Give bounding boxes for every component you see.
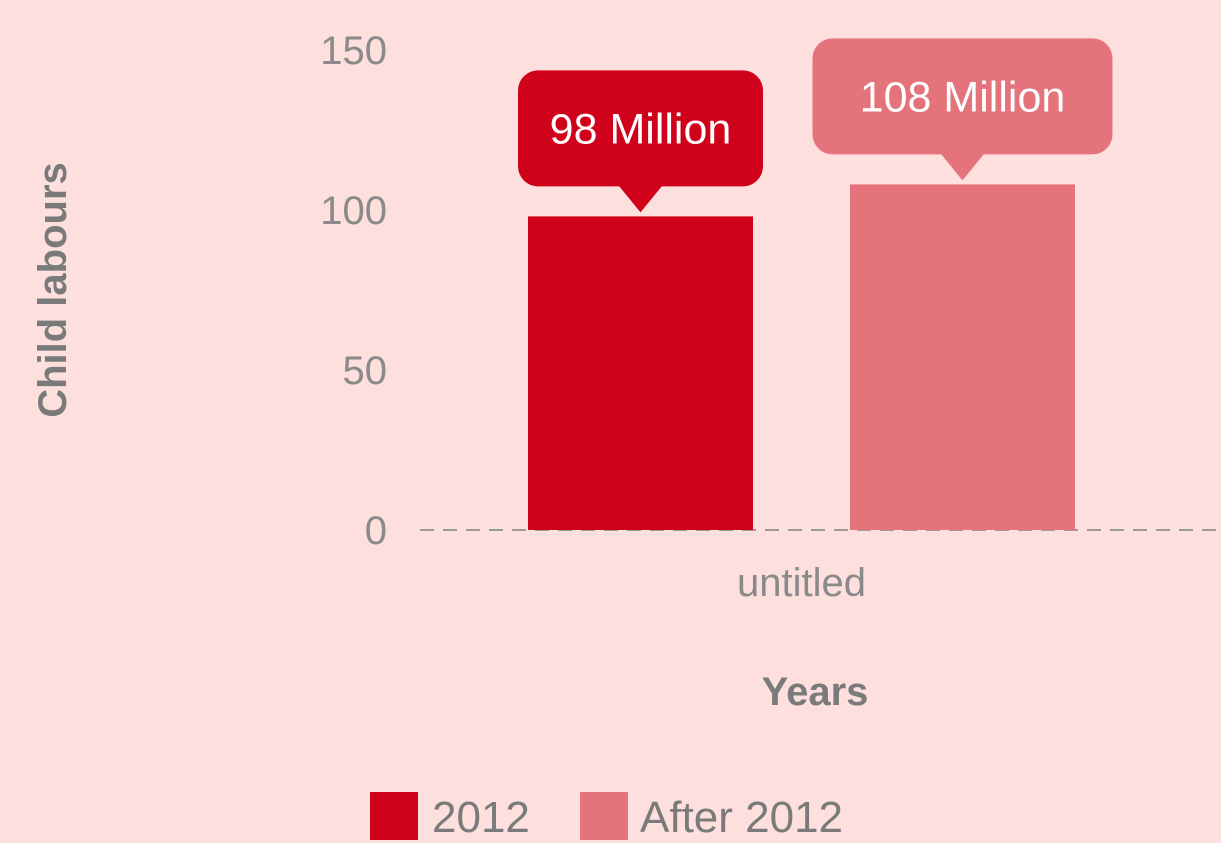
y-axis-ticks: 0 50 100 150	[320, 29, 387, 553]
legend-item: 2012	[370, 792, 530, 842]
legend-swatch	[370, 792, 418, 840]
data-label-callout: 98 Million	[518, 70, 763, 213]
data-label-text: 108 Million	[860, 73, 1066, 121]
y-tick-label: 0	[365, 509, 387, 553]
callout-pointer	[618, 185, 663, 213]
y-axis-title: Child labours	[31, 162, 75, 418]
legend-swatch	[580, 792, 628, 840]
y-tick-label: 100	[320, 189, 387, 233]
bars	[528, 184, 1075, 530]
legend-item: After 2012	[580, 792, 843, 842]
data-label-callout: 108 Million	[812, 38, 1113, 181]
data-label-text: 98 Million	[550, 105, 732, 153]
legend-label: After 2012	[640, 793, 843, 842]
callout-pointer	[940, 153, 985, 181]
legend: 2012 After 2012	[370, 792, 843, 842]
callout-box	[812, 38, 1113, 155]
x-category-label: untitled	[737, 561, 866, 605]
y-tick-label: 150	[320, 29, 387, 73]
x-axis-title: Years	[762, 670, 869, 714]
callout-box	[518, 70, 763, 187]
bar-1	[528, 216, 753, 530]
y-tick-label: 50	[343, 349, 388, 393]
x-axis-categories: untitled	[737, 561, 866, 605]
data-labels: 98 Million 108 Million	[518, 38, 1113, 213]
bar-2	[850, 184, 1075, 530]
legend-label: 2012	[432, 793, 530, 842]
